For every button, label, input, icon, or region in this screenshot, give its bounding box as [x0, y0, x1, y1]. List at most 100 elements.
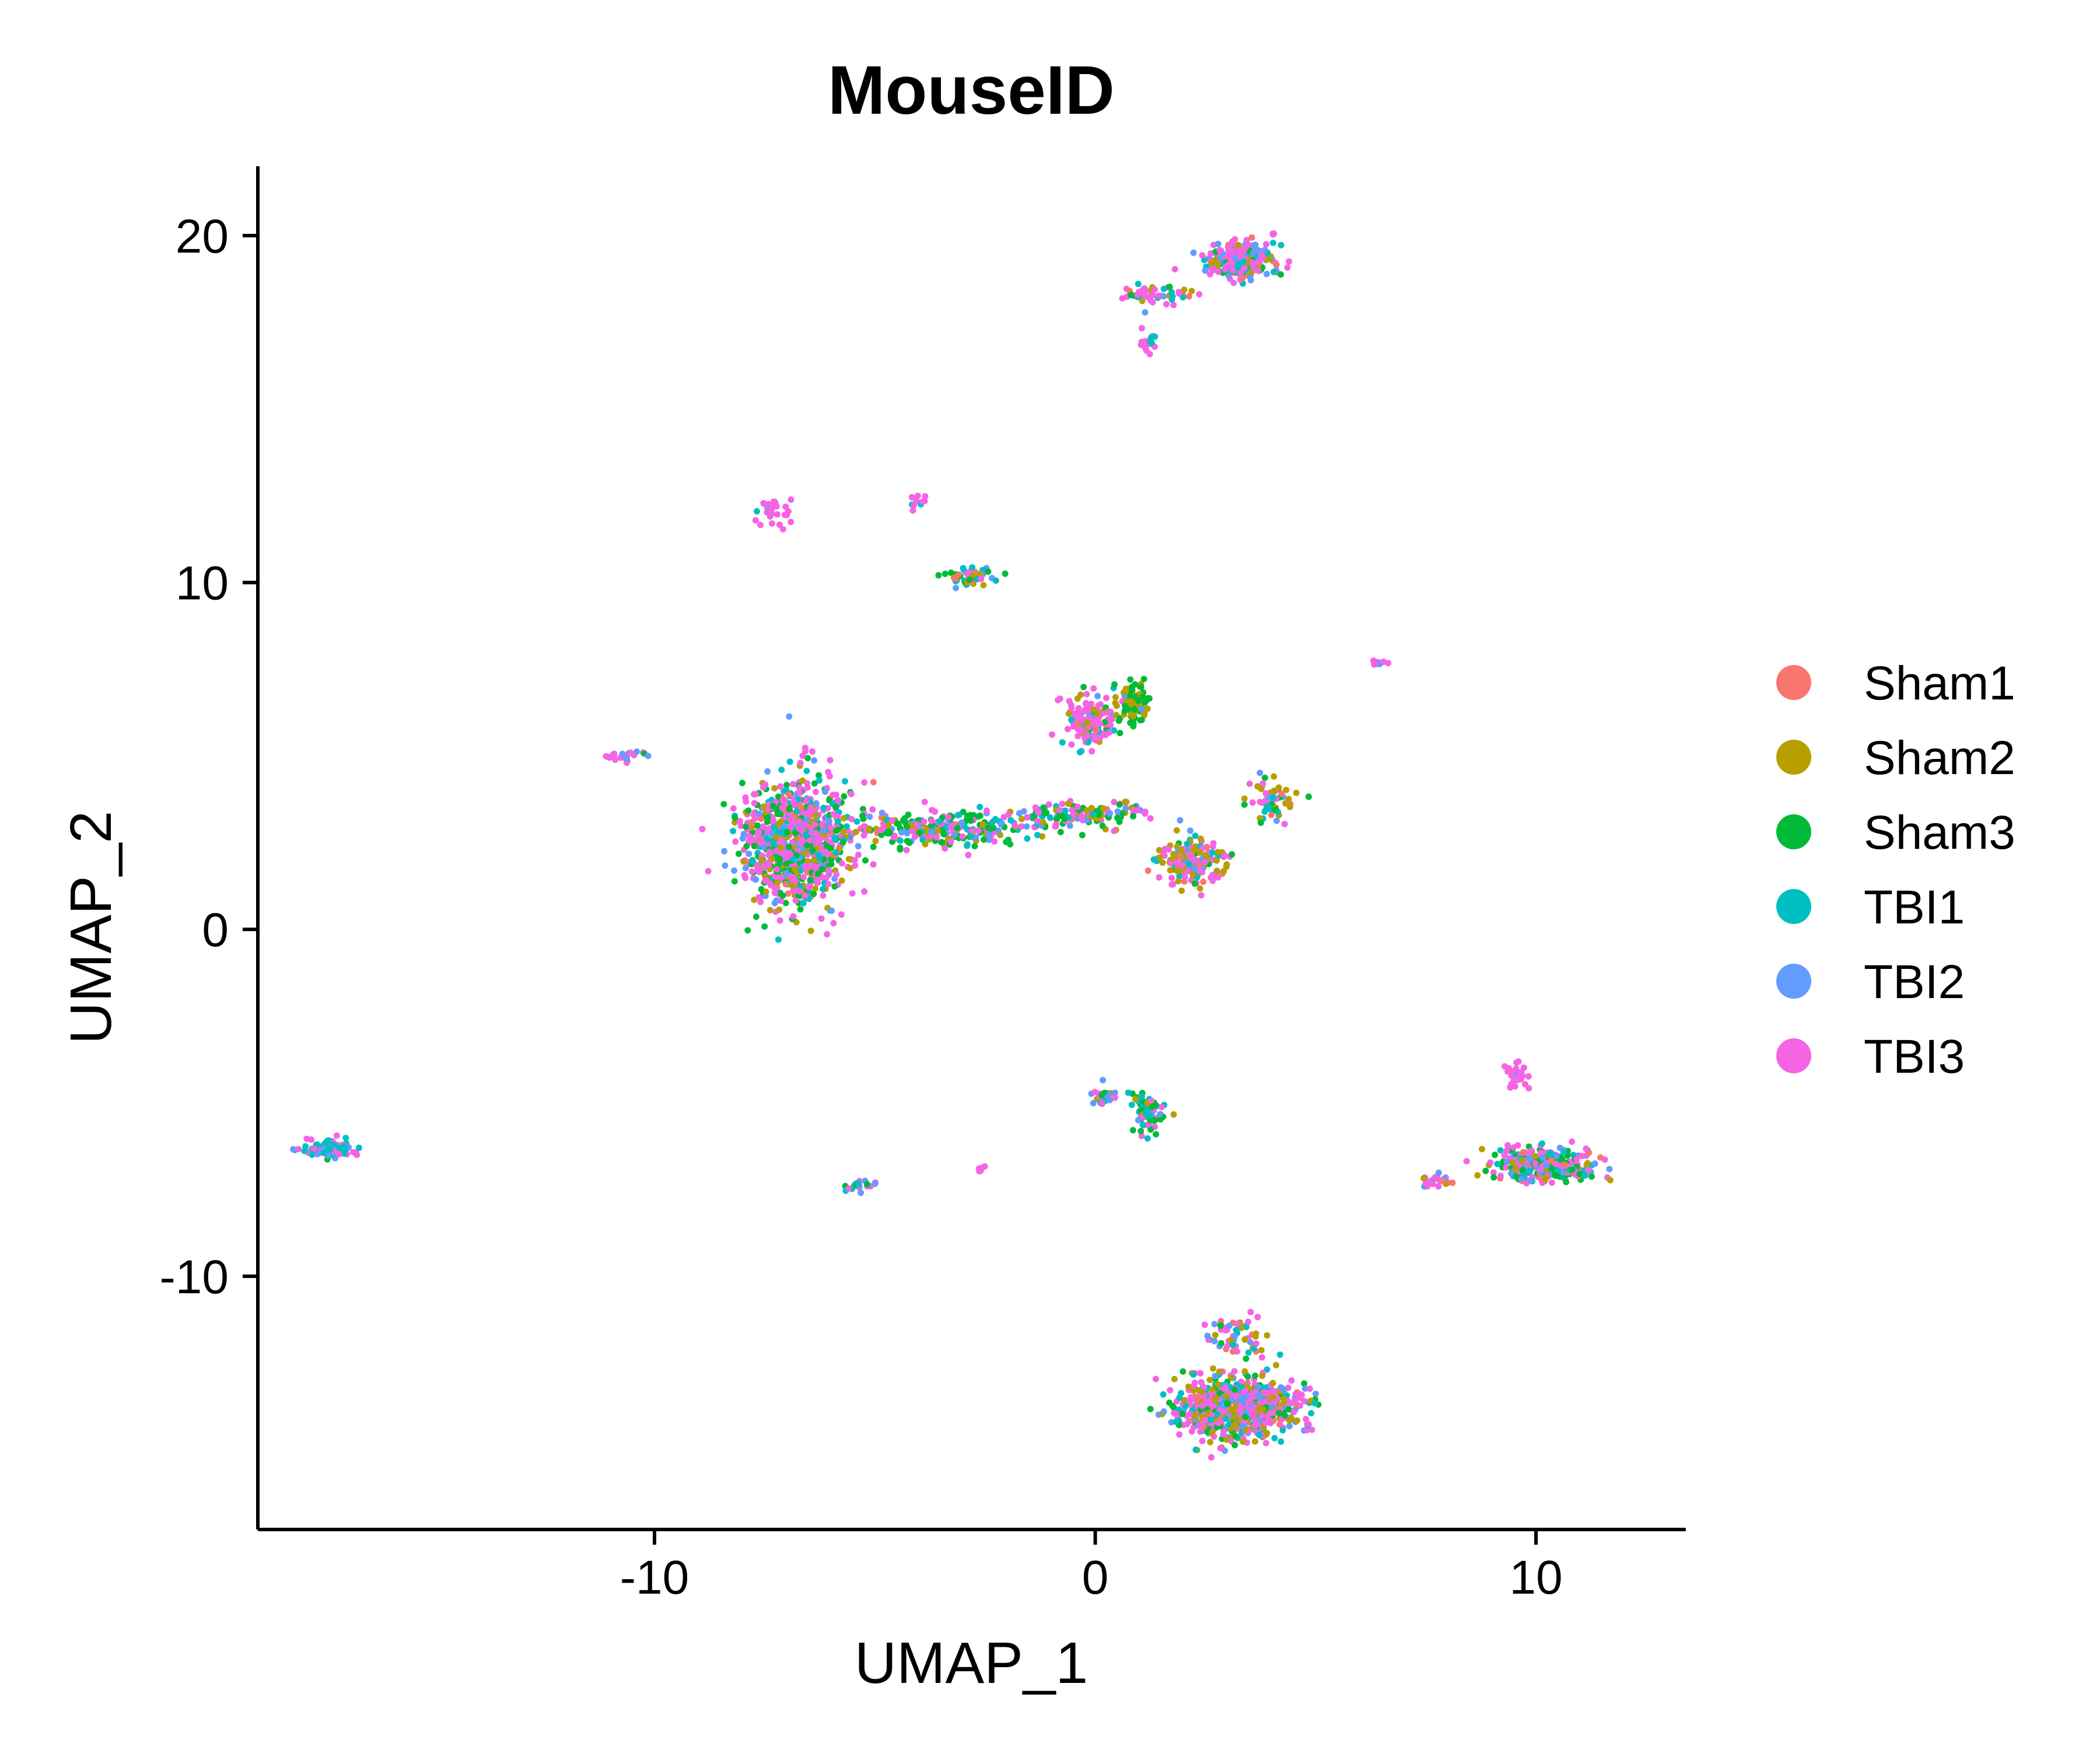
- legend-item-sham2: Sham2: [1776, 732, 2015, 785]
- point-sham1: [1561, 1161, 1568, 1168]
- point-tbi1: [1256, 1432, 1263, 1438]
- point-tbi3: [699, 825, 706, 832]
- point-sham3: [1152, 1101, 1159, 1108]
- point-sham2: [1210, 1365, 1217, 1372]
- point-sham1: [758, 816, 765, 822]
- point-tbi2: [1111, 1089, 1118, 1096]
- point-tbi3: [818, 915, 825, 922]
- legend-key-tbi1: [1776, 889, 1811, 924]
- point-sham3: [1569, 1166, 1576, 1173]
- point-sham3: [967, 817, 974, 824]
- point-tbi1: [1059, 739, 1066, 746]
- point-sham3: [795, 892, 802, 900]
- point-tbi3: [860, 823, 867, 830]
- point-tbi3: [769, 818, 776, 825]
- point-tbi3: [1215, 1420, 1222, 1426]
- point-tbi2: [773, 897, 780, 904]
- point-tbi2: [1239, 1423, 1246, 1430]
- point-sham3: [1282, 1412, 1289, 1419]
- point-sham3: [1116, 801, 1123, 808]
- point-sham2: [1223, 1436, 1230, 1443]
- point-tbi3: [1497, 1172, 1504, 1180]
- point-sham3: [1142, 699, 1149, 706]
- point-tbi3: [1288, 1377, 1295, 1384]
- point-tbi2: [1435, 1169, 1442, 1176]
- point-tbi3: [838, 911, 845, 918]
- point-tbi1: [800, 900, 807, 907]
- point-sham2: [771, 785, 778, 792]
- point-sham3: [942, 570, 949, 578]
- point-tbi3: [790, 780, 797, 788]
- point-tbi3: [1262, 1398, 1269, 1405]
- point-sham3: [792, 830, 799, 836]
- point-tbi2: [1231, 1333, 1238, 1340]
- point-tbi2: [1084, 817, 1090, 824]
- point-sham2: [885, 822, 892, 829]
- point-sham2: [740, 858, 747, 865]
- point-sham3: [1129, 687, 1136, 694]
- point-sham2: [1190, 1387, 1197, 1394]
- point-tbi2: [958, 819, 965, 826]
- point-tbi3: [1178, 862, 1185, 869]
- point-tbi3: [1229, 247, 1236, 254]
- point-sham2: [1130, 712, 1137, 719]
- point-tbi1: [1068, 716, 1074, 723]
- point-tbi3: [912, 833, 919, 840]
- point-tbi3: [748, 868, 755, 875]
- point-tbi3: [1585, 1167, 1592, 1174]
- point-sham3: [1224, 1401, 1231, 1408]
- point-sham3: [1061, 816, 1068, 822]
- point-tbi2: [985, 831, 992, 838]
- point-tbi1: [790, 856, 797, 863]
- point-sham1: [1548, 1157, 1555, 1164]
- point-sham3: [1124, 705, 1130, 712]
- point-tbi3: [1224, 1343, 1231, 1350]
- point-tbi3: [790, 887, 797, 894]
- point-tbi2: [951, 832, 958, 838]
- point-tbi3: [1095, 735, 1102, 742]
- point-tbi2: [1256, 769, 1264, 776]
- point-tbi2: [898, 829, 905, 836]
- point-tbi2: [1242, 1409, 1249, 1416]
- point-sham2: [1273, 1362, 1280, 1368]
- point-sham2: [1241, 1368, 1248, 1375]
- point-sham2: [1209, 1429, 1216, 1436]
- point-sham3: [1179, 1410, 1186, 1418]
- x-tick-label: -10: [620, 1551, 690, 1604]
- point-tbi1: [1261, 808, 1268, 815]
- point-sham2: [1584, 1160, 1591, 1167]
- point-tbi3: [1196, 867, 1203, 874]
- point-tbi2: [1312, 1391, 1319, 1397]
- y-axis: -10 0 10 20 UMAP_2: [58, 166, 260, 1530]
- point-tbi3: [1149, 299, 1156, 306]
- point-sham3: [832, 804, 839, 810]
- point-sham3: [1111, 681, 1118, 688]
- point-tbi3: [802, 822, 809, 829]
- point-tbi3: [820, 892, 827, 899]
- point-sham3: [859, 812, 866, 819]
- point-tbi3: [1074, 803, 1081, 810]
- point-tbi1: [1024, 835, 1031, 842]
- point-sham3: [1231, 1386, 1238, 1393]
- point-tbi1: [897, 837, 904, 844]
- point-tbi3: [1532, 1160, 1539, 1167]
- point-sham2: [1112, 694, 1119, 701]
- legend-key-sham3: [1776, 814, 1811, 849]
- point-tbi3: [1292, 1391, 1299, 1398]
- point-tbi2: [1160, 293, 1167, 300]
- point-sham2: [847, 864, 854, 872]
- point-sham1: [797, 804, 804, 811]
- point-sham2: [1223, 1392, 1230, 1399]
- point-tbi3: [1290, 1409, 1297, 1416]
- point-sham2: [1173, 827, 1180, 834]
- point-tbi3: [779, 797, 786, 804]
- point-sham2: [1084, 719, 1091, 726]
- point-tbi3: [766, 513, 774, 520]
- point-tbi3: [975, 827, 982, 834]
- point-tbi3: [1199, 252, 1206, 259]
- point-sham2: [1040, 818, 1046, 825]
- point-sham3: [870, 844, 877, 850]
- point-tbi1: [786, 758, 793, 765]
- point-tbi3: [807, 804, 814, 811]
- point-tbi3: [1032, 804, 1039, 811]
